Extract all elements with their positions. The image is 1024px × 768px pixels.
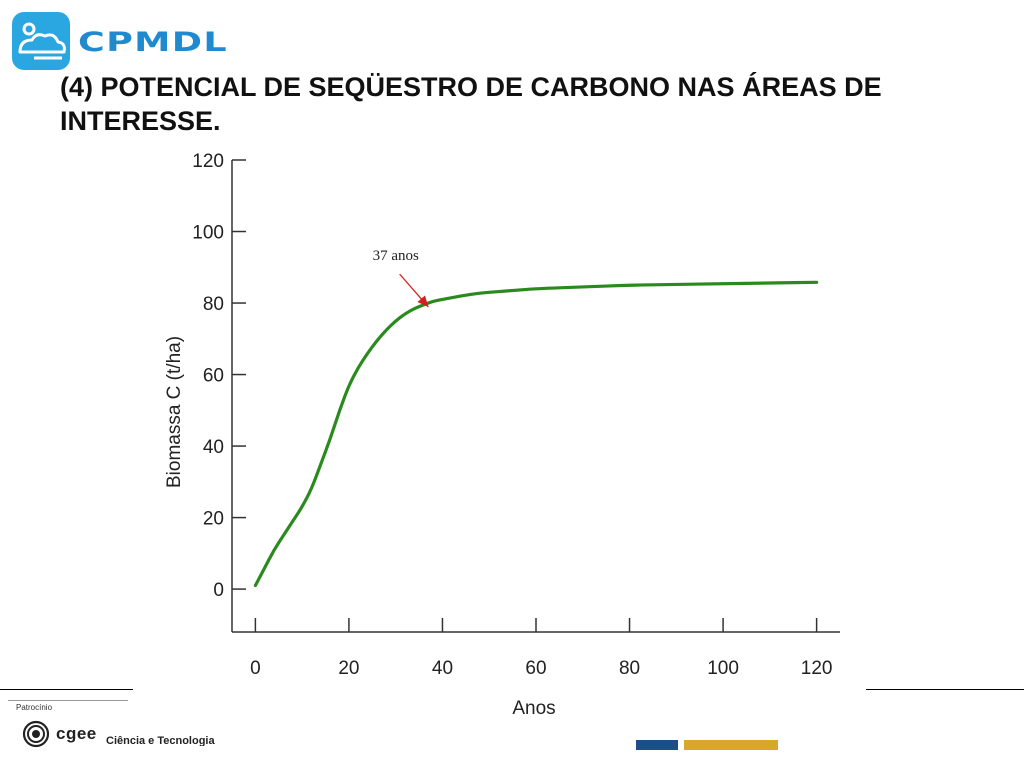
logo-text: CPMDL — [78, 26, 228, 58]
footer-divider-left — [0, 689, 133, 690]
y-tick-label-60: 60 — [203, 366, 224, 387]
y-tick-label-20: 20 — [203, 509, 224, 530]
y-tick-label-80: 80 — [203, 294, 224, 315]
y-axis-label: Biomassa C (t/ha) — [164, 336, 185, 488]
x-axis-label: Anos — [512, 698, 555, 719]
y-tick-label-120: 120 — [192, 151, 224, 172]
x-tick-label-40: 40 — [432, 658, 453, 679]
y-tick-label-40: 40 — [203, 437, 224, 458]
x-tick-label-20: 20 — [338, 658, 359, 679]
footer-divider-right — [866, 689, 1024, 690]
series-line-0 — [253, 280, 819, 588]
y-tick-label-100: 100 — [192, 223, 224, 244]
x-tick-label-60: 60 — [525, 658, 546, 679]
cpmdl-logo: CPMDL — [12, 12, 227, 70]
annotation-text-0: 37 anos — [373, 248, 419, 264]
sponsor-divider — [8, 700, 128, 701]
cloud-person-icon — [12, 12, 70, 70]
cgee-logo: cgee — [22, 720, 97, 748]
slide-title: (4) POTENCIAL DE SEQÜESTRO DE CARBONO NA… — [60, 72, 882, 136]
cgee-swirl-icon — [22, 720, 50, 748]
x-tick-label-120: 120 — [801, 658, 833, 679]
x-tick-label-100: 100 — [707, 658, 739, 679]
x-tick-label-0: 0 — [250, 658, 261, 679]
cgee-subtitle: Ciência e Tecnologia — [106, 735, 215, 746]
biomass-line-chart: 0 20 40 60 80 100 120 0 20 40 60 80 100 120 Anos Biomas… — [164, 151, 840, 719]
chart-container: 0 20 40 60 80 100 120 0 20 40 60 80 100 120 Anos Biomas… — [130, 140, 850, 725]
x-tick-label-80: 80 — [619, 658, 640, 679]
y-tick-label-0: 0 — [213, 580, 224, 601]
annotation-arrow-head-0 — [417, 295, 429, 308]
partner-logo-blue — [636, 740, 678, 750]
sponsor-label: Patrocínio — [16, 703, 53, 712]
partner-logo-gold — [684, 740, 778, 750]
cgee-text: cgee — [56, 724, 97, 743]
